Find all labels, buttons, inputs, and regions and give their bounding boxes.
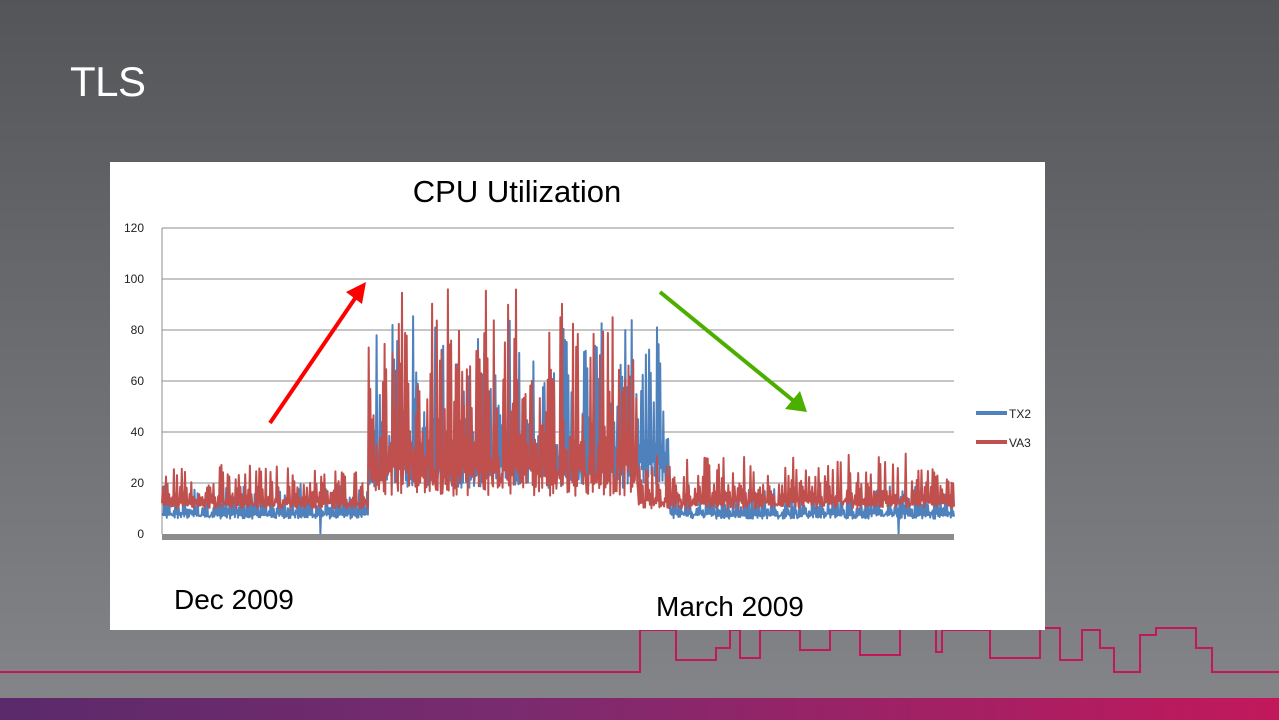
y-tick-label: 60 — [131, 374, 145, 388]
y-tick-label: 120 — [124, 221, 144, 235]
chart-legend: TX2 VA3 — [976, 407, 1031, 450]
x-axis-baseline — [162, 534, 954, 540]
up-arrow-annotation — [268, 282, 366, 425]
y-axis-ticks: 0 20 40 60 80 100 120 — [124, 221, 144, 541]
annotation-right-label: March 2009 — [656, 591, 804, 622]
down-arrow-annotation — [658, 290, 807, 412]
y-tick-label: 40 — [131, 425, 145, 439]
y-tick-label: 100 — [124, 272, 144, 286]
y-tick-label: 80 — [131, 323, 145, 337]
chart-series — [161, 288, 955, 535]
series-line-va3 — [161, 288, 955, 510]
legend-label-va3: VA3 — [1009, 436, 1031, 450]
skyline-decoration — [0, 627, 1279, 673]
annotation-left-label: Dec 2009 — [174, 584, 294, 615]
chart-gridlines — [161, 227, 954, 534]
bottom-accent-bar — [0, 698, 1279, 720]
chart-panel: 0 20 40 60 80 100 120 CPU Utilization TX2 VA3 … — [110, 162, 1045, 630]
chart-title: CPU Utilization — [413, 174, 621, 209]
y-tick-label: 0 — [137, 527, 144, 541]
skyline-line — [0, 627, 1279, 673]
legend-label-tx2: TX2 — [1009, 407, 1031, 421]
slide-title: TLS — [70, 58, 146, 105]
y-tick-label: 20 — [131, 476, 145, 490]
